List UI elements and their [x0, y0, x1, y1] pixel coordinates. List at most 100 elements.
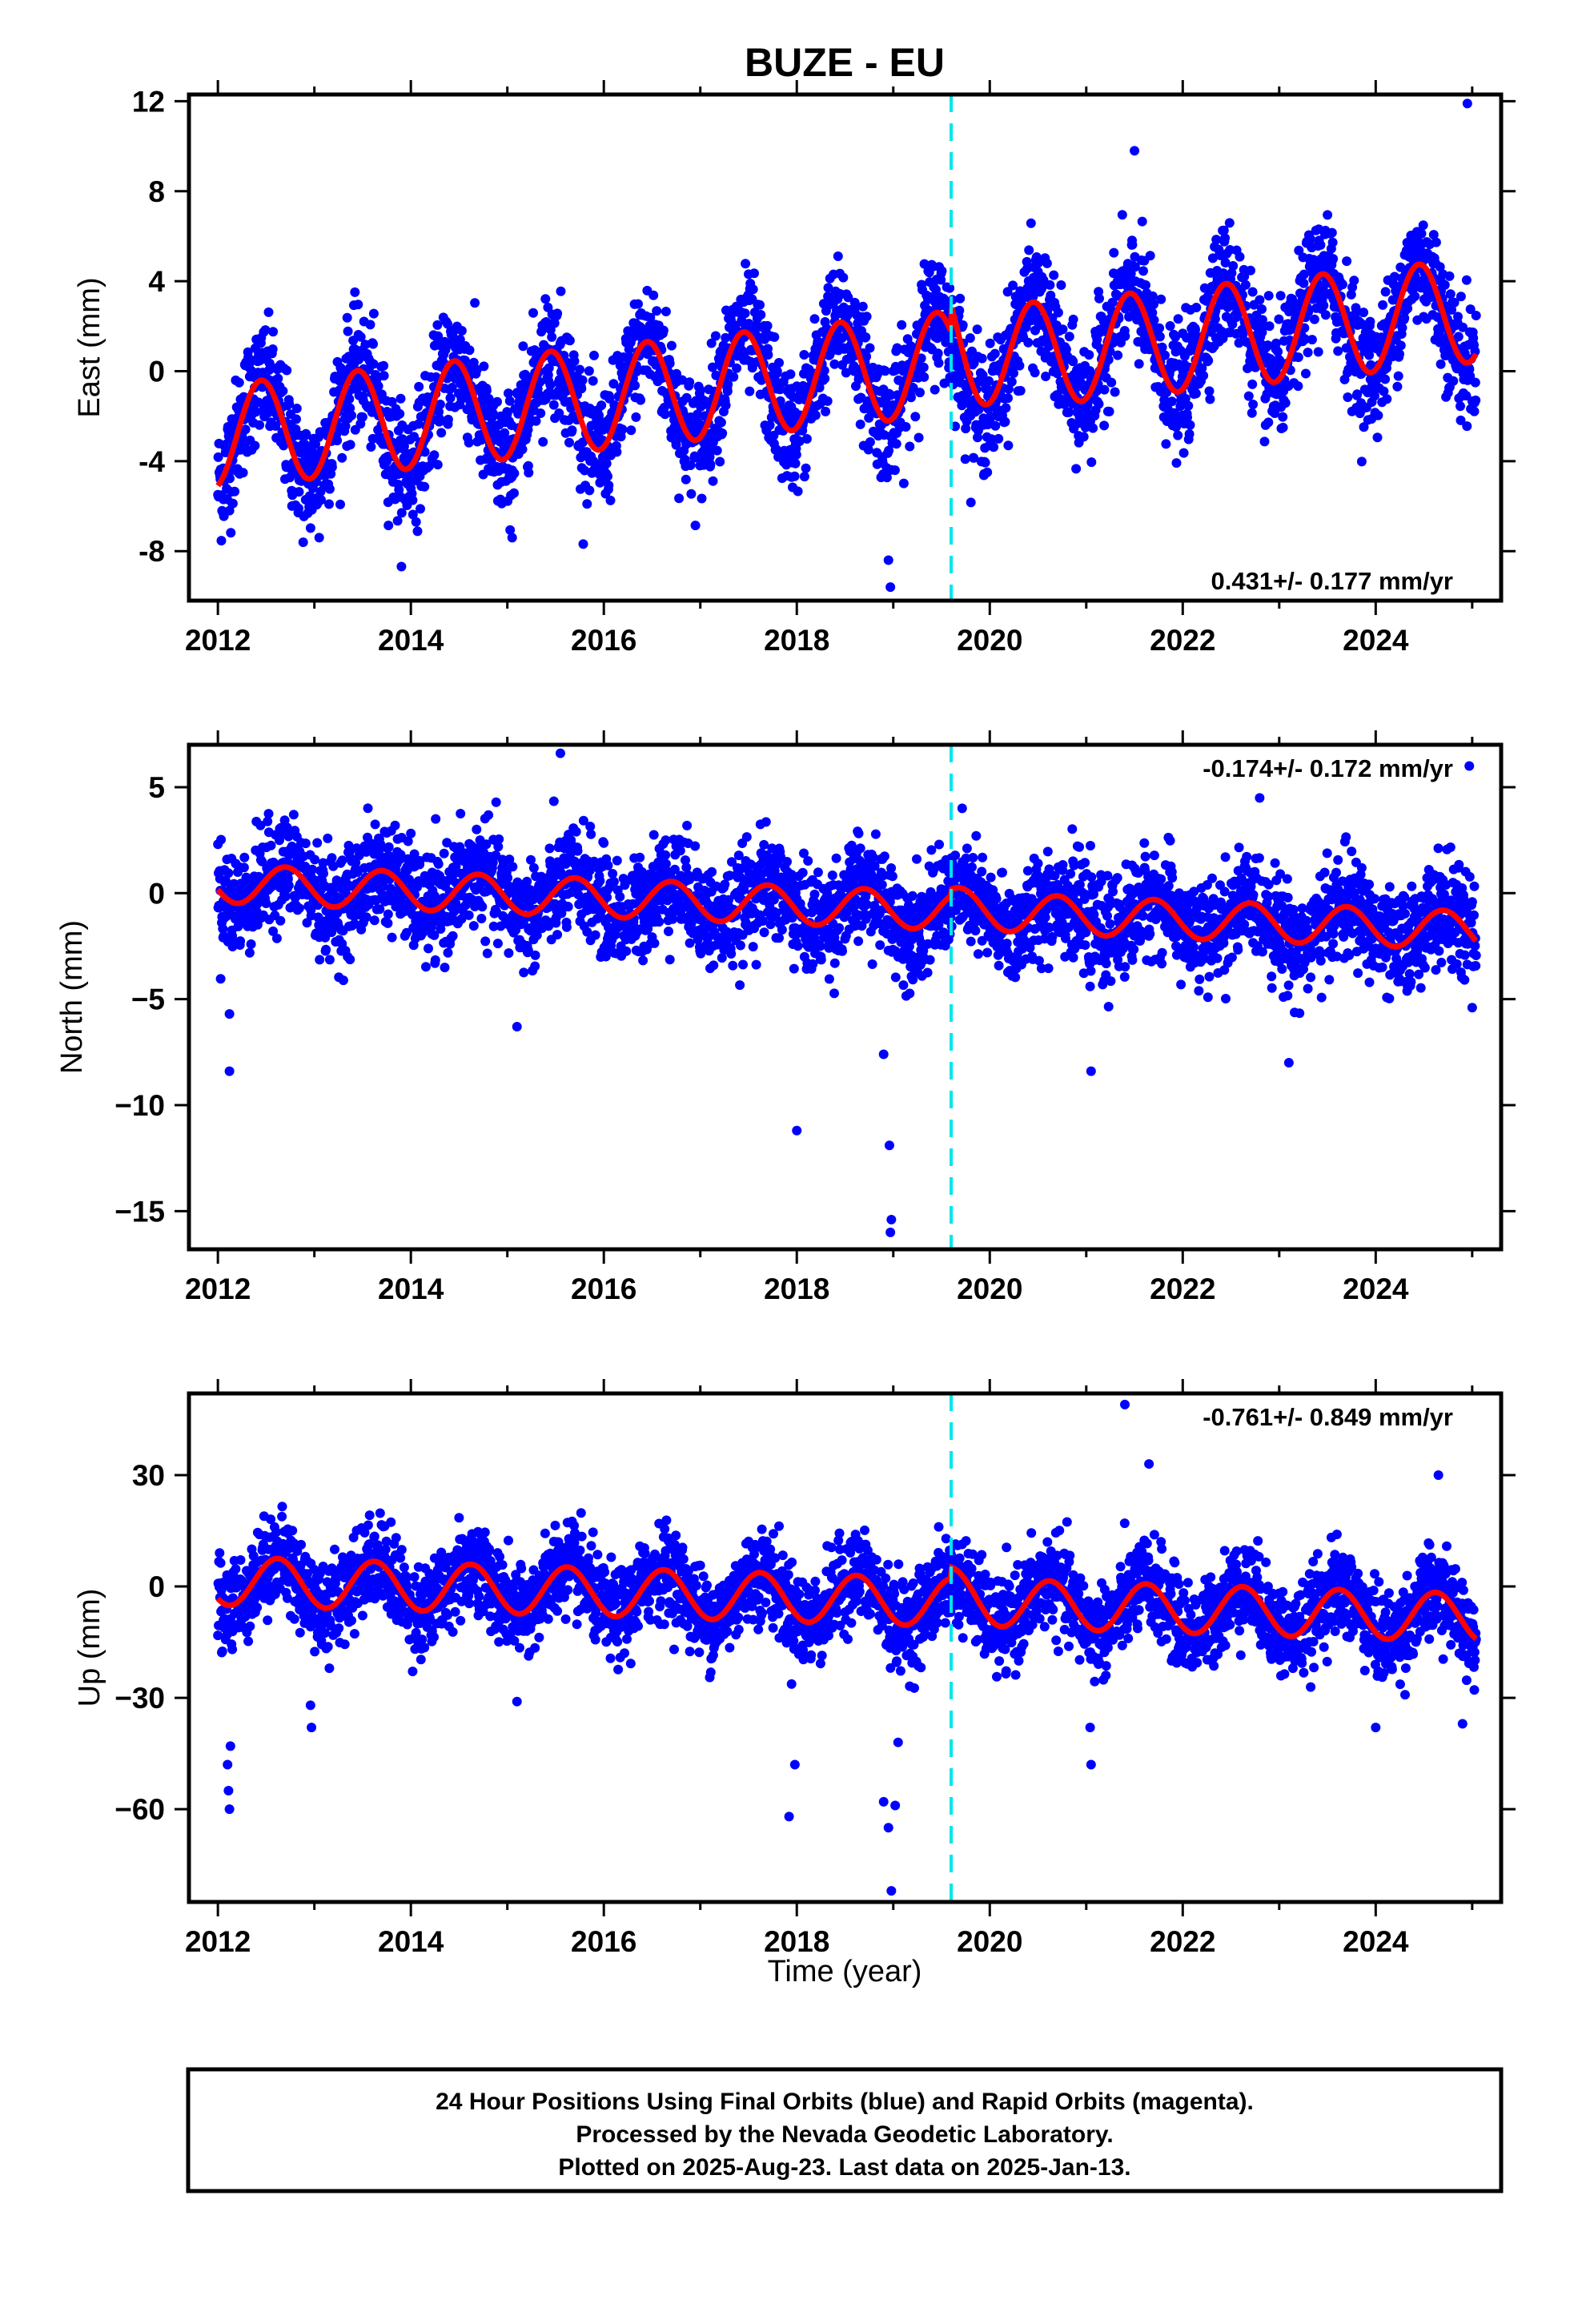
data-point — [288, 810, 299, 820]
data-point — [509, 488, 519, 498]
data-point — [1343, 392, 1353, 402]
data-point — [1373, 410, 1383, 420]
data-point — [264, 358, 275, 368]
data-point — [1301, 368, 1311, 379]
data-point — [615, 891, 625, 902]
data-point — [1248, 400, 1259, 409]
data-point — [535, 377, 545, 388]
data-point — [1280, 398, 1291, 408]
data-point — [482, 948, 492, 959]
data-point — [801, 434, 812, 444]
data-point — [685, 460, 696, 470]
data-point — [1156, 294, 1166, 304]
data-point — [1023, 337, 1034, 348]
data-point — [1264, 321, 1275, 332]
data-point — [268, 327, 279, 337]
data-point — [324, 499, 334, 509]
data-point — [1246, 265, 1255, 275]
data-point — [1416, 228, 1427, 239]
data-point — [1470, 377, 1480, 388]
data-point — [408, 509, 418, 520]
data-point — [905, 441, 915, 452]
data-point — [977, 353, 987, 364]
data-point — [365, 320, 375, 330]
data-point — [1471, 395, 1481, 405]
data-point — [989, 442, 999, 452]
data-point — [674, 493, 685, 504]
y-tick-label: 4 — [148, 265, 165, 298]
data-point — [732, 363, 742, 373]
data-point — [383, 842, 394, 852]
data-point — [492, 939, 503, 949]
data-point — [1127, 239, 1138, 250]
data-point — [582, 927, 592, 937]
data-point — [468, 357, 479, 368]
data-point — [791, 449, 801, 460]
data-point — [484, 393, 494, 404]
data-point — [1395, 340, 1406, 351]
data-point — [1173, 430, 1183, 440]
data-point — [225, 473, 235, 484]
data-point — [1313, 347, 1323, 357]
data-point — [337, 452, 347, 463]
data-point — [319, 868, 328, 879]
data-point — [588, 376, 598, 386]
data-point — [1461, 275, 1472, 285]
data-point — [294, 903, 304, 914]
data-point — [430, 955, 440, 965]
data-point — [315, 955, 325, 965]
data-point — [327, 853, 337, 863]
data-point — [564, 437, 574, 448]
data-point — [608, 379, 619, 389]
data-point — [310, 854, 320, 865]
data-point — [1274, 314, 1284, 324]
north-panel: 2012 2014 2016 2018 2020 2022 2024−15−10−505No… — [55, 730, 1516, 1305]
data-point — [1397, 323, 1407, 333]
data-point — [519, 967, 529, 978]
data-point — [492, 396, 502, 407]
data-point — [548, 796, 559, 806]
data-point — [1247, 287, 1258, 297]
data-point — [1173, 314, 1183, 324]
data-point — [965, 333, 975, 344]
data-point — [1045, 279, 1055, 290]
data-point — [584, 485, 595, 496]
data-point — [1014, 360, 1025, 371]
data-point — [645, 312, 656, 323]
data-point — [520, 369, 530, 380]
data-point — [440, 963, 450, 973]
data-point — [337, 855, 347, 866]
data-point — [305, 491, 315, 501]
data-point — [1327, 237, 1338, 247]
data-point — [635, 852, 645, 862]
data-point — [1003, 440, 1014, 451]
data-point — [355, 332, 366, 342]
data-point — [763, 350, 773, 360]
data-point — [301, 430, 311, 440]
data-point — [889, 465, 900, 476]
data-point — [569, 356, 580, 366]
data-point — [383, 909, 393, 919]
data-point — [283, 880, 294, 891]
data-point — [567, 425, 577, 436]
data-point — [990, 420, 1001, 431]
data-point — [982, 467, 993, 477]
data-point — [1049, 270, 1059, 280]
data-point — [1071, 464, 1082, 474]
data-point — [765, 420, 775, 430]
data-point — [575, 364, 585, 375]
rate-label: 0.431+/- 0.177 mm/yr — [1211, 567, 1453, 595]
data-point — [1191, 303, 1202, 312]
data-point — [353, 300, 363, 310]
data-point — [1263, 417, 1274, 428]
data-point — [395, 408, 405, 419]
data-point — [933, 348, 943, 359]
data-point — [930, 384, 940, 395]
data-point — [396, 393, 406, 404]
data-point — [1278, 412, 1288, 422]
data-point — [350, 287, 360, 297]
data-point — [990, 348, 1000, 359]
data-point — [1431, 237, 1441, 247]
data-point — [1255, 295, 1265, 305]
data-point — [608, 869, 618, 879]
